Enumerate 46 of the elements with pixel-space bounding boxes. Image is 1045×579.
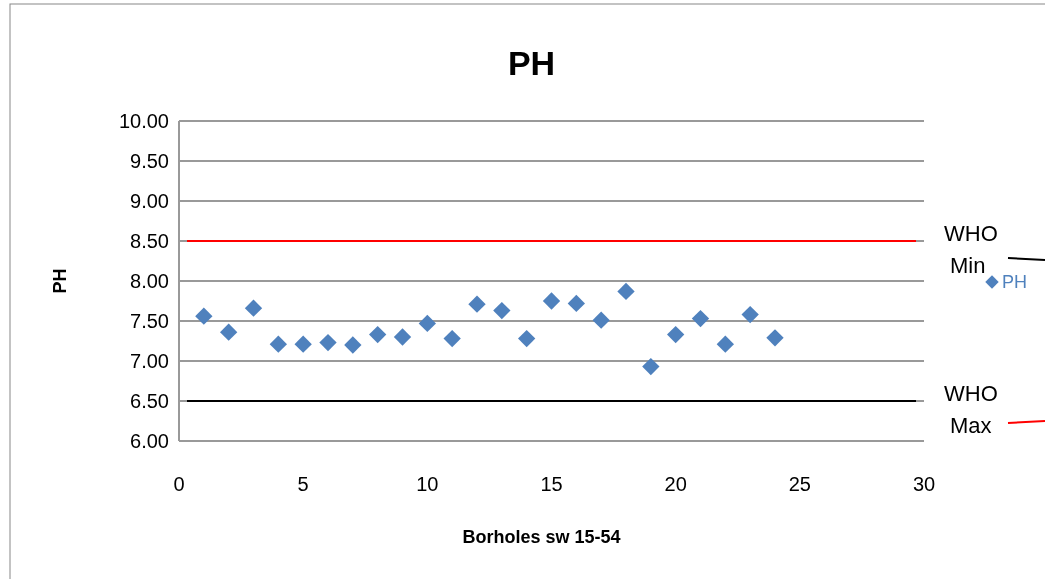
y-tick-label: 8.50 bbox=[130, 230, 169, 252]
point bbox=[443, 329, 461, 348]
point bbox=[393, 328, 412, 346]
y-tick-label: 10.00 bbox=[118, 110, 169, 132]
chart-title: PH bbox=[507, 44, 556, 82]
point bbox=[369, 325, 387, 344]
y-tick-label: 6.50 bbox=[130, 390, 169, 412]
point bbox=[667, 325, 685, 344]
point bbox=[716, 335, 734, 353]
point bbox=[617, 282, 635, 301]
x-tick-label: 10 bbox=[416, 473, 439, 495]
point bbox=[319, 333, 337, 352]
point bbox=[493, 301, 511, 320]
y-tick-label: 8.00 bbox=[130, 270, 169, 292]
y-tick-label: 7.00 bbox=[130, 350, 169, 372]
x-tick-label: 0 bbox=[173, 473, 185, 495]
point bbox=[642, 357, 660, 376]
ref-line-label: WHO Min bbox=[944, 221, 998, 278]
point bbox=[269, 335, 287, 353]
y-tick-label: 6.00 bbox=[130, 430, 169, 452]
point bbox=[220, 323, 238, 341]
ref-line-label: WHO Max bbox=[944, 381, 998, 438]
x-tick-label: 20 bbox=[664, 473, 687, 495]
point bbox=[244, 299, 263, 317]
x-tick-label: 25 bbox=[788, 473, 811, 495]
point bbox=[567, 294, 585, 313]
y-tick-label: 9.00 bbox=[130, 190, 169, 212]
point bbox=[542, 292, 561, 310]
x-tick-label: 5 bbox=[297, 473, 309, 495]
text: PH bbox=[1002, 272, 1028, 293]
point bbox=[766, 329, 784, 347]
point bbox=[344, 336, 362, 354]
point bbox=[418, 314, 436, 333]
point bbox=[691, 309, 710, 328]
point bbox=[195, 307, 213, 325]
x-axis-title: Borholes sw 15-54 bbox=[462, 527, 621, 547]
y-axis-title: PH bbox=[50, 268, 70, 294]
point bbox=[468, 295, 486, 313]
y-tick-label: 9.50 bbox=[130, 150, 169, 172]
point bbox=[741, 305, 759, 324]
point bbox=[294, 335, 312, 353]
point bbox=[592, 311, 610, 329]
x-tick-label: 30 bbox=[912, 473, 936, 495]
y-tick-label: 7.50 bbox=[130, 310, 169, 332]
point bbox=[518, 329, 536, 348]
x-tick-label: 15 bbox=[540, 473, 563, 495]
